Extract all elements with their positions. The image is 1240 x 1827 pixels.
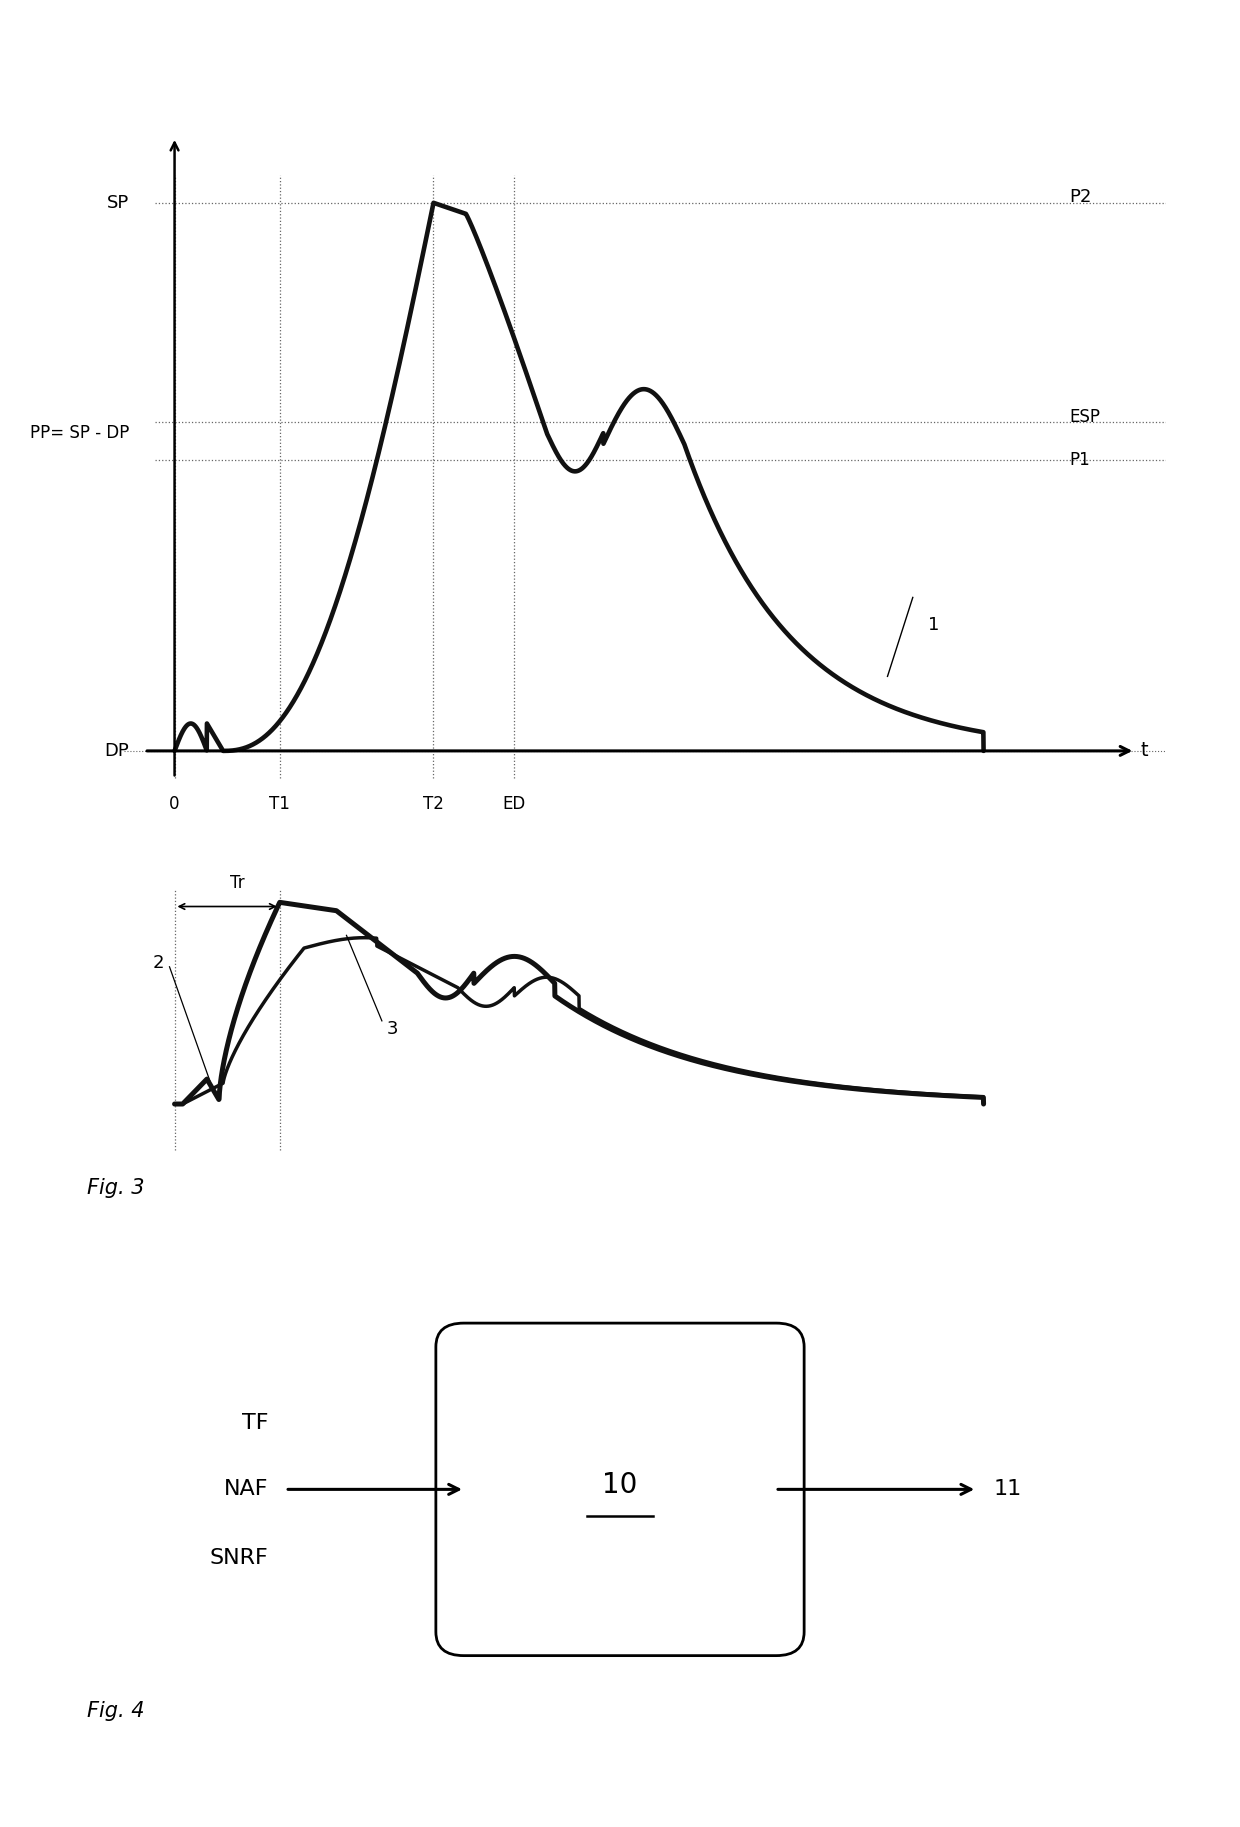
Text: P2: P2 <box>1070 188 1092 206</box>
Text: Fig. 4: Fig. 4 <box>87 1701 144 1721</box>
Text: 10: 10 <box>603 1471 637 1498</box>
Text: T1: T1 <box>269 795 290 813</box>
Text: 0: 0 <box>170 795 180 813</box>
Text: NAF: NAF <box>224 1480 269 1500</box>
Text: SNRF: SNRF <box>210 1547 269 1568</box>
Text: SP: SP <box>107 194 129 212</box>
Text: 3: 3 <box>387 1019 398 1038</box>
Text: PP= SP - DP: PP= SP - DP <box>30 424 129 442</box>
Text: DP: DP <box>104 742 129 760</box>
Text: t: t <box>1141 742 1148 760</box>
Text: ESP: ESP <box>1070 407 1101 426</box>
Text: Fig. 3: Fig. 3 <box>87 1178 144 1199</box>
Text: Tr: Tr <box>229 873 244 892</box>
Text: 11: 11 <box>994 1480 1022 1500</box>
Text: P1: P1 <box>1070 451 1090 470</box>
Text: T2: T2 <box>423 795 444 813</box>
Text: ED: ED <box>502 795 526 813</box>
Text: 2: 2 <box>153 954 165 972</box>
FancyBboxPatch shape <box>436 1323 805 1655</box>
Text: TF: TF <box>242 1412 269 1432</box>
Text: 1: 1 <box>928 616 940 634</box>
